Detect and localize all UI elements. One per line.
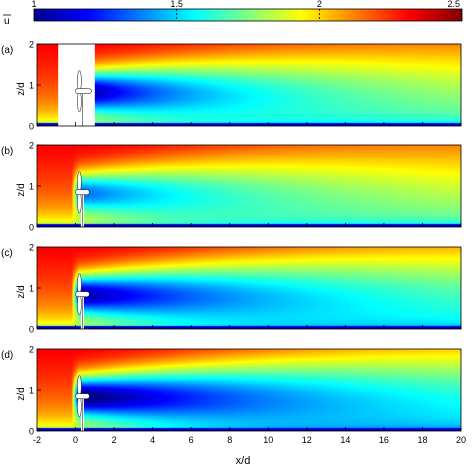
turbine-blade [77,375,82,397]
x-tick-label: 20 [456,435,466,445]
colorbar-tick-label: 1.5 [170,0,183,9]
colorbar-symbol: u [4,16,10,27]
colorbar-ticks: 1 1.5 2 2.5 [31,0,463,21]
turbine-nacelle [75,393,90,399]
panel-label: (a) [1,45,13,56]
y-tick-label: 2 [29,141,34,151]
turbine-nacelle [75,291,90,297]
y-tick-label: 1 [29,182,34,192]
turbine-blade [77,70,82,92]
y-axis-label: z/d [16,183,27,196]
x-tick-label: 18 [417,435,427,445]
colorbar-tick-label: 2 [317,0,322,9]
turbine-blade [77,171,82,193]
y-tick-label: 2 [29,243,34,253]
y-tick-label: 0 [29,325,34,335]
y-tick-label: 0 [29,223,34,233]
panel-c: 0 1 2 z/d (c) [1,243,462,335]
turbine-nacelle [75,189,90,195]
turbine-blade [77,191,82,213]
x-tick-label: 16 [379,435,389,445]
turbine-blade [77,293,82,315]
panel-d: 012-2 0 2 4 6 8 10 12 14 16 18 20z/d(d) [1,345,466,446]
masked-region [58,44,95,126]
y-axis-label: z/d [16,82,27,95]
turbine-nacelle [75,88,92,94]
x-tick-label: 2 [112,435,117,445]
colorbar-tick-label: 1 [31,0,36,9]
y-tick-label: 0 [29,427,34,437]
turbine-blade [77,395,82,417]
turbine-blade [77,90,82,112]
x-tick-label: 14 [340,435,350,445]
colorbar-tick-label: 2.5 [447,0,460,9]
x-tick-label: 6 [189,435,194,445]
heatmap-field [37,145,461,227]
y-tick-label: 2 [29,40,34,50]
x-tick-label: 12 [302,435,312,445]
panel-a: 0 1 2 z/d (a) [1,40,462,132]
panel-b: 0 1 2 z/d (b) [1,141,462,233]
turbine-blade [77,273,82,295]
panel-label: (d) [1,350,13,361]
heatmap-field [37,44,461,126]
heatmap-field [37,349,461,431]
y-tick-label: 1 [29,284,34,294]
y-axis-label: z/d [16,285,27,298]
x-tick-label: 8 [227,435,232,445]
y-axis-label: z/d [16,387,27,400]
x-tick-label: -2 [33,435,41,445]
colorbar-gradient [34,9,462,21]
panel-label: (b) [1,146,13,157]
y-tick-label: 0 [29,122,34,132]
x-tick-label: 10 [263,435,273,445]
heatmap-field [37,247,461,329]
x-tick-label: 4 [150,435,155,445]
x-tick-label: 0 [73,435,78,445]
y-tick-label: 1 [29,81,34,91]
x-axis-label: x/d [236,455,251,467]
y-tick-label: 1 [29,386,34,396]
panel-label: (c) [1,248,13,259]
y-tick-label: 2 [29,345,34,355]
